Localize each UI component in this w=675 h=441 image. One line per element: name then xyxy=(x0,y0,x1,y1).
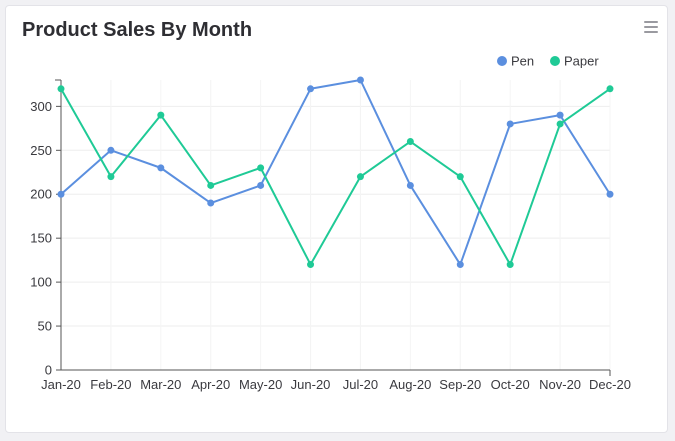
data-point-paper[interactable] xyxy=(157,111,165,119)
y-tick-label: 200 xyxy=(30,187,52,202)
data-point-pen[interactable] xyxy=(356,76,364,84)
x-tick-label: Aug-20 xyxy=(389,377,431,392)
x-tick-label: Jul-20 xyxy=(343,377,378,392)
x-tick-label: Dec-20 xyxy=(589,377,631,392)
data-point-paper[interactable] xyxy=(606,85,614,93)
x-tick-label: Jun-20 xyxy=(291,377,331,392)
x-tick-label: Mar-20 xyxy=(140,377,181,392)
x-tick-label: Feb-20 xyxy=(90,377,131,392)
series-lines xyxy=(57,76,614,269)
data-point-paper[interactable] xyxy=(556,120,564,128)
chart-title: Product Sales By Month xyxy=(22,19,253,41)
x-tick-label: Apr-20 xyxy=(191,377,230,392)
x-tick-label: Jan-20 xyxy=(41,377,81,392)
y-tick-label: 250 xyxy=(30,143,52,158)
data-point-pen[interactable] xyxy=(406,181,414,189)
x-tick-label: Nov-20 xyxy=(539,377,581,392)
data-point-pen[interactable] xyxy=(556,111,564,119)
y-tick-label: 0 xyxy=(45,363,52,378)
data-point-paper[interactable] xyxy=(356,173,364,181)
y-tick-label: 300 xyxy=(30,99,52,114)
legend-marker-pen[interactable] xyxy=(497,56,507,66)
data-point-paper[interactable] xyxy=(257,164,265,172)
data-point-pen[interactable] xyxy=(107,146,115,154)
legend-label-paper[interactable]: Paper xyxy=(564,54,599,69)
data-point-paper[interactable] xyxy=(506,261,514,269)
legend-marker-paper[interactable] xyxy=(550,56,560,66)
data-point-paper[interactable] xyxy=(207,181,215,189)
data-point-paper[interactable] xyxy=(307,261,315,269)
data-point-paper[interactable] xyxy=(57,85,65,93)
data-point-paper[interactable] xyxy=(456,173,464,181)
data-point-pen[interactable] xyxy=(207,199,215,207)
series-line-paper xyxy=(60,87,611,266)
hamburger-menu-icon[interactable] xyxy=(644,21,658,33)
x-tick-label: Oct-20 xyxy=(491,377,530,392)
data-point-pen[interactable] xyxy=(606,190,614,198)
y-tick-label: 100 xyxy=(30,275,52,290)
data-point-pen[interactable] xyxy=(456,261,464,269)
series-line-pen xyxy=(60,79,611,266)
data-point-pen[interactable] xyxy=(257,181,265,189)
data-point-pen[interactable] xyxy=(157,164,165,172)
data-point-paper[interactable] xyxy=(406,138,414,146)
data-point-pen[interactable] xyxy=(506,120,514,128)
grid-lines xyxy=(61,80,611,370)
axes: 0 50 100 150 200 250 300 Jan-20 Feb-20 Mar-20 Apr-… xyxy=(30,79,631,392)
data-point-paper[interactable] xyxy=(107,173,115,181)
legend: Pen Paper xyxy=(497,54,599,69)
legend-label-pen[interactable]: Pen xyxy=(511,54,534,69)
data-point-pen[interactable] xyxy=(307,85,315,93)
y-tick-label: 50 xyxy=(38,319,52,334)
data-point-pen[interactable] xyxy=(57,190,65,198)
x-tick-label: Sep-20 xyxy=(439,377,481,392)
x-tick-label: May-20 xyxy=(239,377,282,392)
y-tick-label: 150 xyxy=(30,231,52,246)
